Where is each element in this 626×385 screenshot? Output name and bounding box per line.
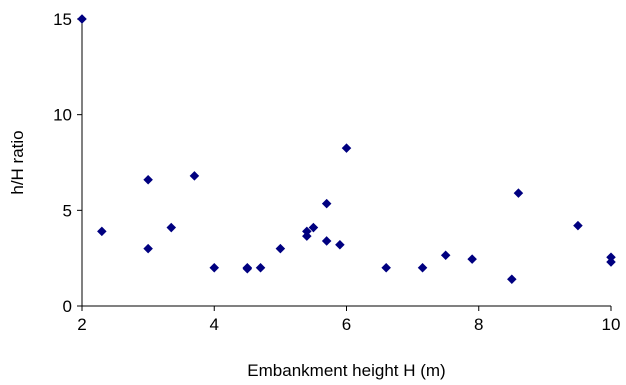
data-point bbox=[166, 222, 177, 233]
data-point bbox=[467, 254, 477, 264]
y-tick-label: 0 bbox=[63, 297, 72, 316]
x-tick-label: 8 bbox=[474, 315, 483, 334]
data-point bbox=[321, 198, 332, 209]
data-point bbox=[242, 263, 253, 274]
data-point bbox=[209, 262, 220, 273]
x-tick-label: 10 bbox=[602, 315, 621, 334]
plot-area: 2 4 6 8 10 0 5 10 15 bbox=[53, 10, 620, 334]
data-point bbox=[573, 220, 583, 231]
data-point bbox=[335, 240, 345, 250]
y-tick-label: 10 bbox=[53, 106, 72, 125]
data-point bbox=[321, 236, 332, 246]
x-tick-label: 4 bbox=[210, 315, 219, 334]
data-point bbox=[143, 174, 153, 185]
data-point bbox=[308, 222, 319, 233]
x-axis-ticks: 2 4 6 8 10 bbox=[77, 306, 620, 334]
data-point bbox=[440, 250, 451, 261]
y-axis-ticks: 0 5 10 15 bbox=[53, 10, 82, 316]
data-point bbox=[97, 226, 107, 237]
y-tick-label: 5 bbox=[63, 201, 72, 220]
data-point bbox=[381, 262, 391, 273]
data-point bbox=[143, 243, 153, 254]
data-point bbox=[606, 257, 616, 267]
data-point bbox=[255, 262, 266, 273]
x-tick-label: 6 bbox=[342, 315, 351, 334]
y-tick-label: 15 bbox=[53, 10, 72, 29]
data-point bbox=[189, 171, 200, 181]
data-point bbox=[302, 231, 312, 241]
data-point bbox=[513, 188, 524, 198]
y-axis-label: h/H ratio bbox=[8, 130, 27, 194]
data-point bbox=[275, 243, 286, 254]
data-point bbox=[417, 262, 428, 273]
data-points bbox=[77, 14, 616, 284]
data-point bbox=[77, 14, 87, 24]
data-point bbox=[507, 274, 517, 284]
x-axis-label: Embankment height H (m) bbox=[247, 361, 445, 380]
data-point bbox=[341, 143, 352, 153]
x-tick-label: 2 bbox=[77, 315, 86, 334]
